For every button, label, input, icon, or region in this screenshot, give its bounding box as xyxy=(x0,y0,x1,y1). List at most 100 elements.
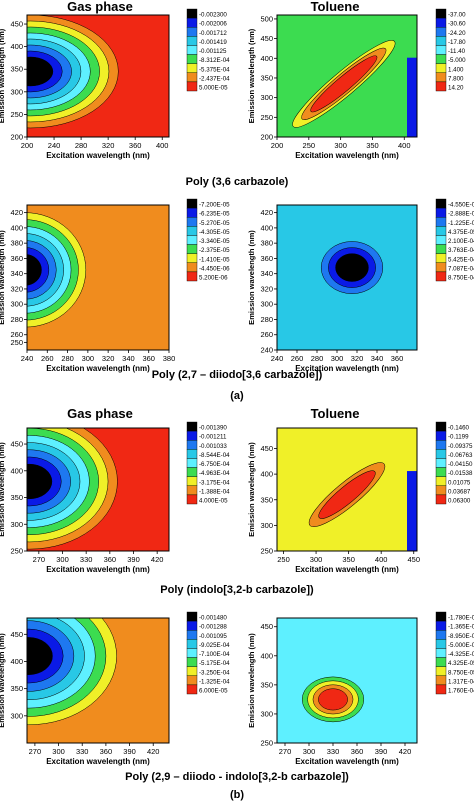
colorbar-label: -0.1199 xyxy=(448,434,469,441)
colorbar-swatch xyxy=(186,36,198,46)
y-tick-label: 260 xyxy=(10,330,23,339)
x-tick-label: 320 xyxy=(102,354,115,363)
x-tick-label: 260 xyxy=(291,354,304,363)
colorbar-swatch xyxy=(435,630,447,640)
y-tick-label: 450 xyxy=(260,34,273,43)
header-gas-b: Gas phase xyxy=(67,406,133,421)
plot-area xyxy=(277,15,417,137)
colorbar-swatch xyxy=(435,72,447,83)
colorbar-label: -0.09375 xyxy=(448,443,473,450)
caption-4: Poly (2,9 – diiodo - indolo[3,2-b carbaz… xyxy=(125,771,349,783)
colorbar-swatch xyxy=(435,421,447,432)
x-axis-title: Excitation wavelength (nm) xyxy=(46,757,150,766)
x-tick-label: 300 xyxy=(52,747,65,756)
colorbar-label: -8.312E-04 xyxy=(199,57,230,64)
plot-frame xyxy=(26,204,170,351)
colorbar-swatch xyxy=(186,235,198,245)
plot-area xyxy=(277,428,417,551)
y-tick-label: 450 xyxy=(260,444,273,453)
y-tick-label: 300 xyxy=(10,520,23,529)
colorbar-label: -3.340E-05 xyxy=(199,238,230,245)
y-tick-label: 250 xyxy=(260,113,273,122)
colorbar-swatch xyxy=(186,63,198,73)
plot-area xyxy=(27,205,169,350)
y-tick-label: 500 xyxy=(260,14,273,23)
x-tick-label: 350 xyxy=(366,141,379,150)
x-axis-title: Excitation wavelength (nm) xyxy=(295,151,399,160)
contour-panels: 200 240 280 320 360 400 200 250 300 350 400 450 Exci… xyxy=(0,8,474,766)
y-tick-label: 250 xyxy=(260,547,273,556)
y-axis-title: Emission wavelength (nm) xyxy=(247,28,256,123)
colorbar-label: -37.00 xyxy=(448,12,466,19)
y-tick-label: 200 xyxy=(10,133,23,142)
colorbar-swatch xyxy=(435,449,447,459)
x-tick-label: 270 xyxy=(279,747,292,756)
colorbar-swatch xyxy=(186,421,198,432)
y-tick-label: 400 xyxy=(260,651,273,660)
colorbar-label: -5.270E-05 xyxy=(199,220,230,227)
colorbar-swatch xyxy=(435,27,447,37)
x-tick-label: 360 xyxy=(100,747,113,756)
y-tick-label: 400 xyxy=(260,223,273,232)
x-tick-label: 360 xyxy=(104,555,117,564)
contour-ridge xyxy=(310,55,378,113)
contour-panel-5: 270 300 330 360 390 420 250 300 350 400 450 Excitat… xyxy=(0,421,230,574)
plot-area xyxy=(27,428,169,551)
x-tick-label: 270 xyxy=(33,555,46,564)
colorbar-label: 8.750E-04 xyxy=(448,275,474,282)
plot-frame xyxy=(26,617,170,744)
contour-panel-6: 250 300 350 400 450 250 300 350 400 450 Excitation… xyxy=(247,421,473,574)
colorbar-label: -7.200E-05 xyxy=(199,202,230,209)
y-tick-label: 300 xyxy=(10,300,23,309)
x-axis-title: Excitation wavelength (nm) xyxy=(46,565,150,574)
x-tick-label: 280 xyxy=(61,354,74,363)
x-tick-label: 300 xyxy=(334,141,347,150)
colorbar-swatch xyxy=(186,271,198,282)
colorbar-label: -2.888E-04 xyxy=(448,211,474,218)
contour-ridge xyxy=(318,470,376,519)
x-tick-label: 300 xyxy=(82,354,95,363)
colorbar-swatch xyxy=(435,458,447,468)
colorbar-label: -8.950E-05 xyxy=(448,633,474,640)
y-tick-label: 340 xyxy=(260,269,273,278)
y-axis-title: Emission wavelength (nm) xyxy=(247,442,256,537)
colorbar-label: -5.175E-04 xyxy=(199,660,230,667)
y-tick-label: 300 xyxy=(260,709,273,718)
y-tick-label: 300 xyxy=(260,300,273,309)
colorbar-swatch xyxy=(435,485,447,496)
x-tick-label: 420 xyxy=(151,555,164,564)
colorbar: -7.200E-05 -6.235E-05 -5.270E-05 -4.305E-05… xyxy=(186,198,230,282)
x-tick-label: 420 xyxy=(399,747,412,756)
x-tick-label: 380 xyxy=(163,354,176,363)
plot-frame xyxy=(276,617,418,744)
plot-frame xyxy=(276,204,418,351)
plot-frame xyxy=(276,14,418,138)
caption-3: Poly (indolo[3,2-b carbazole]) xyxy=(160,584,314,596)
y-axis-title: Emission wavelength (nm) xyxy=(0,442,6,537)
colorbar-swatch xyxy=(186,630,198,640)
colorbar-swatch xyxy=(186,54,198,64)
y-tick-label: 380 xyxy=(260,239,273,248)
colorbar-label: -0.001480 xyxy=(199,615,227,622)
x-tick-label: 250 xyxy=(303,141,316,150)
contour-level xyxy=(27,463,53,500)
x-tick-label: 300 xyxy=(310,555,323,564)
part-label-b: (b) xyxy=(230,789,244,801)
colorbar-label: -9.025E-04 xyxy=(199,642,230,649)
x-tick-label: 240 xyxy=(21,354,34,363)
colorbar-swatch xyxy=(435,657,447,667)
x-tick-label: 420 xyxy=(147,747,160,756)
colorbar-swatch xyxy=(186,639,198,649)
x-tick-label: 400 xyxy=(156,141,169,150)
colorbar-label: -0.001125 xyxy=(199,48,227,55)
y-tick-label: 240 xyxy=(260,346,273,355)
colorbar-swatch xyxy=(186,620,198,631)
contour-panel-7: 270 300 330 360 390 420 300 350 400 450 Excitation… xyxy=(0,611,230,766)
x-tick-label: 200 xyxy=(21,141,34,150)
x-tick-label: 240 xyxy=(271,354,284,363)
colorbar-label: -1.388E-04 xyxy=(199,488,230,495)
colorbar-label: -3.250E-04 xyxy=(199,669,230,676)
y-tick-label: 350 xyxy=(260,73,273,82)
contour-panel-1: 200 240 280 320 360 400 200 250 300 350 400 450 Exci… xyxy=(0,8,230,160)
colorbar-swatch xyxy=(435,244,447,254)
